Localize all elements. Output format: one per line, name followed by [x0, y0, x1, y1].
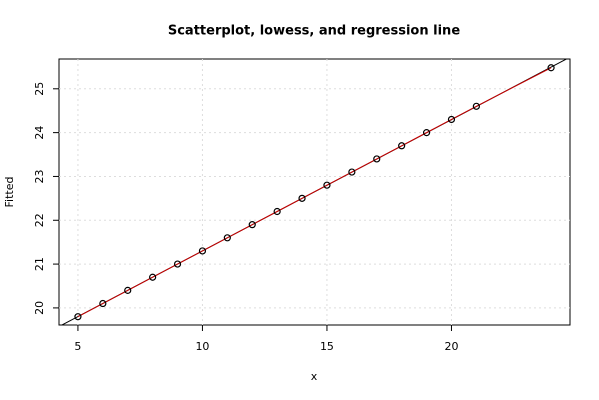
y-tick-label: 20 [33, 301, 46, 315]
y-tick-label: 24 [33, 126, 46, 140]
point [273, 207, 281, 216]
lowess-line [77, 67, 552, 318]
plot-box [58, 58, 571, 326]
point [422, 129, 431, 137]
x-tick-label: 20 [444, 340, 458, 353]
point [198, 247, 207, 255]
point [124, 286, 132, 294]
point [99, 299, 107, 308]
x-tick-label: 5 [74, 340, 81, 353]
y-tick-label: 22 [33, 213, 46, 227]
point [74, 313, 82, 321]
point [547, 64, 555, 72]
point [248, 221, 256, 229]
point [373, 155, 381, 163]
y-tick-label: 21 [33, 257, 46, 271]
point [149, 273, 157, 281]
x-tick-label: 10 [195, 340, 209, 353]
point [447, 115, 456, 124]
point [472, 102, 480, 110]
point [348, 168, 356, 176]
point [398, 142, 406, 150]
y-axis-label: Fitted [3, 177, 16, 208]
chart-title: Scatterplot, lowess, and regression line [168, 24, 460, 39]
x-axis-label: x [311, 370, 318, 383]
point [298, 194, 306, 202]
point [223, 234, 231, 242]
point [323, 181, 331, 189]
x-tick-label: 15 [320, 340, 334, 353]
y-tick-label: 25 [33, 82, 46, 96]
point [173, 260, 182, 268]
y-tick-label: 23 [33, 169, 46, 183]
